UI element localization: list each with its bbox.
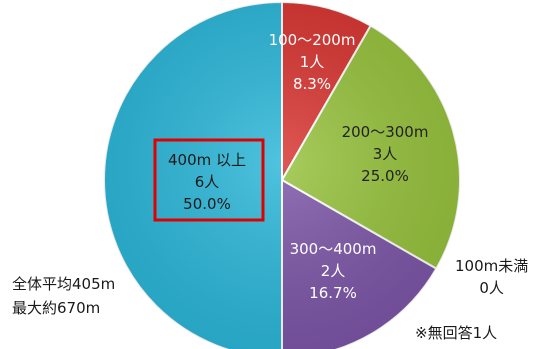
summary-text: 全体平均405m 最大約670m: [12, 272, 115, 320]
slice-percent: 50.0%: [183, 195, 231, 213]
slice-label: 400m 以上: [168, 151, 246, 169]
slice-count: 2人: [321, 262, 346, 280]
summary-average: 全体平均405m: [12, 275, 116, 293]
slice-label: 100〜200m: [269, 31, 356, 49]
slice-count: 1人: [300, 53, 325, 71]
slice-count: 6人: [195, 173, 220, 191]
no-answer-note: ※無回答1人: [415, 324, 498, 342]
summary-max: 最大約670m: [12, 299, 101, 317]
slice-label: 300〜400m: [290, 240, 377, 258]
slice-label: 200〜300m: [342, 123, 429, 141]
slice-count: 3人: [373, 145, 398, 163]
zero-category-name: 100m未満: [455, 257, 529, 275]
slice-percent: 25.0%: [361, 167, 409, 185]
zero-category-count: 0人: [479, 279, 504, 297]
highlight-box: [153, 138, 265, 222]
slice-percent: 16.7%: [309, 284, 357, 302]
zero-category-label: 100m未満 0人: [455, 255, 528, 299]
pie-slice: [103, 0, 283, 349]
slice-percent: 8.3%: [293, 75, 331, 93]
